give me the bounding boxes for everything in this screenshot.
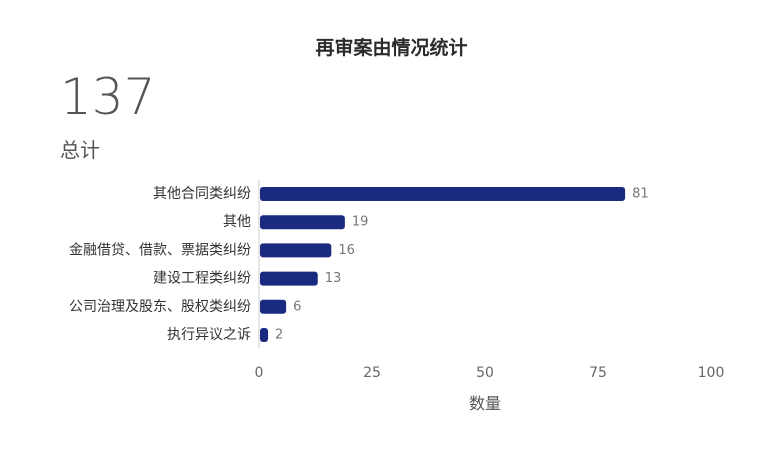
chart-title: 再审案由情况统计 xyxy=(315,37,468,59)
category-label: 建设工程类纠纷 xyxy=(153,271,251,287)
x-tick-label: 50 xyxy=(476,365,494,381)
bar xyxy=(260,187,626,201)
x-axis-label: 数量 xyxy=(469,394,501,413)
bar xyxy=(260,328,269,342)
total-value: 137 xyxy=(60,68,156,126)
category-label: 其他 xyxy=(223,214,251,230)
x-tick-label: 25 xyxy=(363,365,381,381)
bar-value-label: 13 xyxy=(325,271,342,286)
bar-value-label: 16 xyxy=(338,243,355,258)
category-label: 公司治理及股东、股权类纠纷 xyxy=(69,299,251,315)
bar-value-label: 81 xyxy=(632,187,649,202)
bar xyxy=(260,271,318,286)
bar-value-label: 19 xyxy=(352,215,369,230)
x-tick-label: 75 xyxy=(589,365,607,381)
category-label: 金融借贷、借款、票据类纠纷 xyxy=(69,242,251,258)
bar-value-label: 2 xyxy=(275,328,283,343)
x-tick-label: 100 xyxy=(698,365,725,381)
bar xyxy=(260,215,345,230)
category-label: 其他合同类纠纷 xyxy=(153,186,251,202)
bar xyxy=(260,243,332,258)
total-label: 总计 xyxy=(60,138,100,162)
category-label: 执行异议之诉 xyxy=(167,327,251,343)
x-tick-label: 0 xyxy=(255,365,264,381)
bar-value-label: 6 xyxy=(293,299,301,314)
bar xyxy=(260,299,287,314)
